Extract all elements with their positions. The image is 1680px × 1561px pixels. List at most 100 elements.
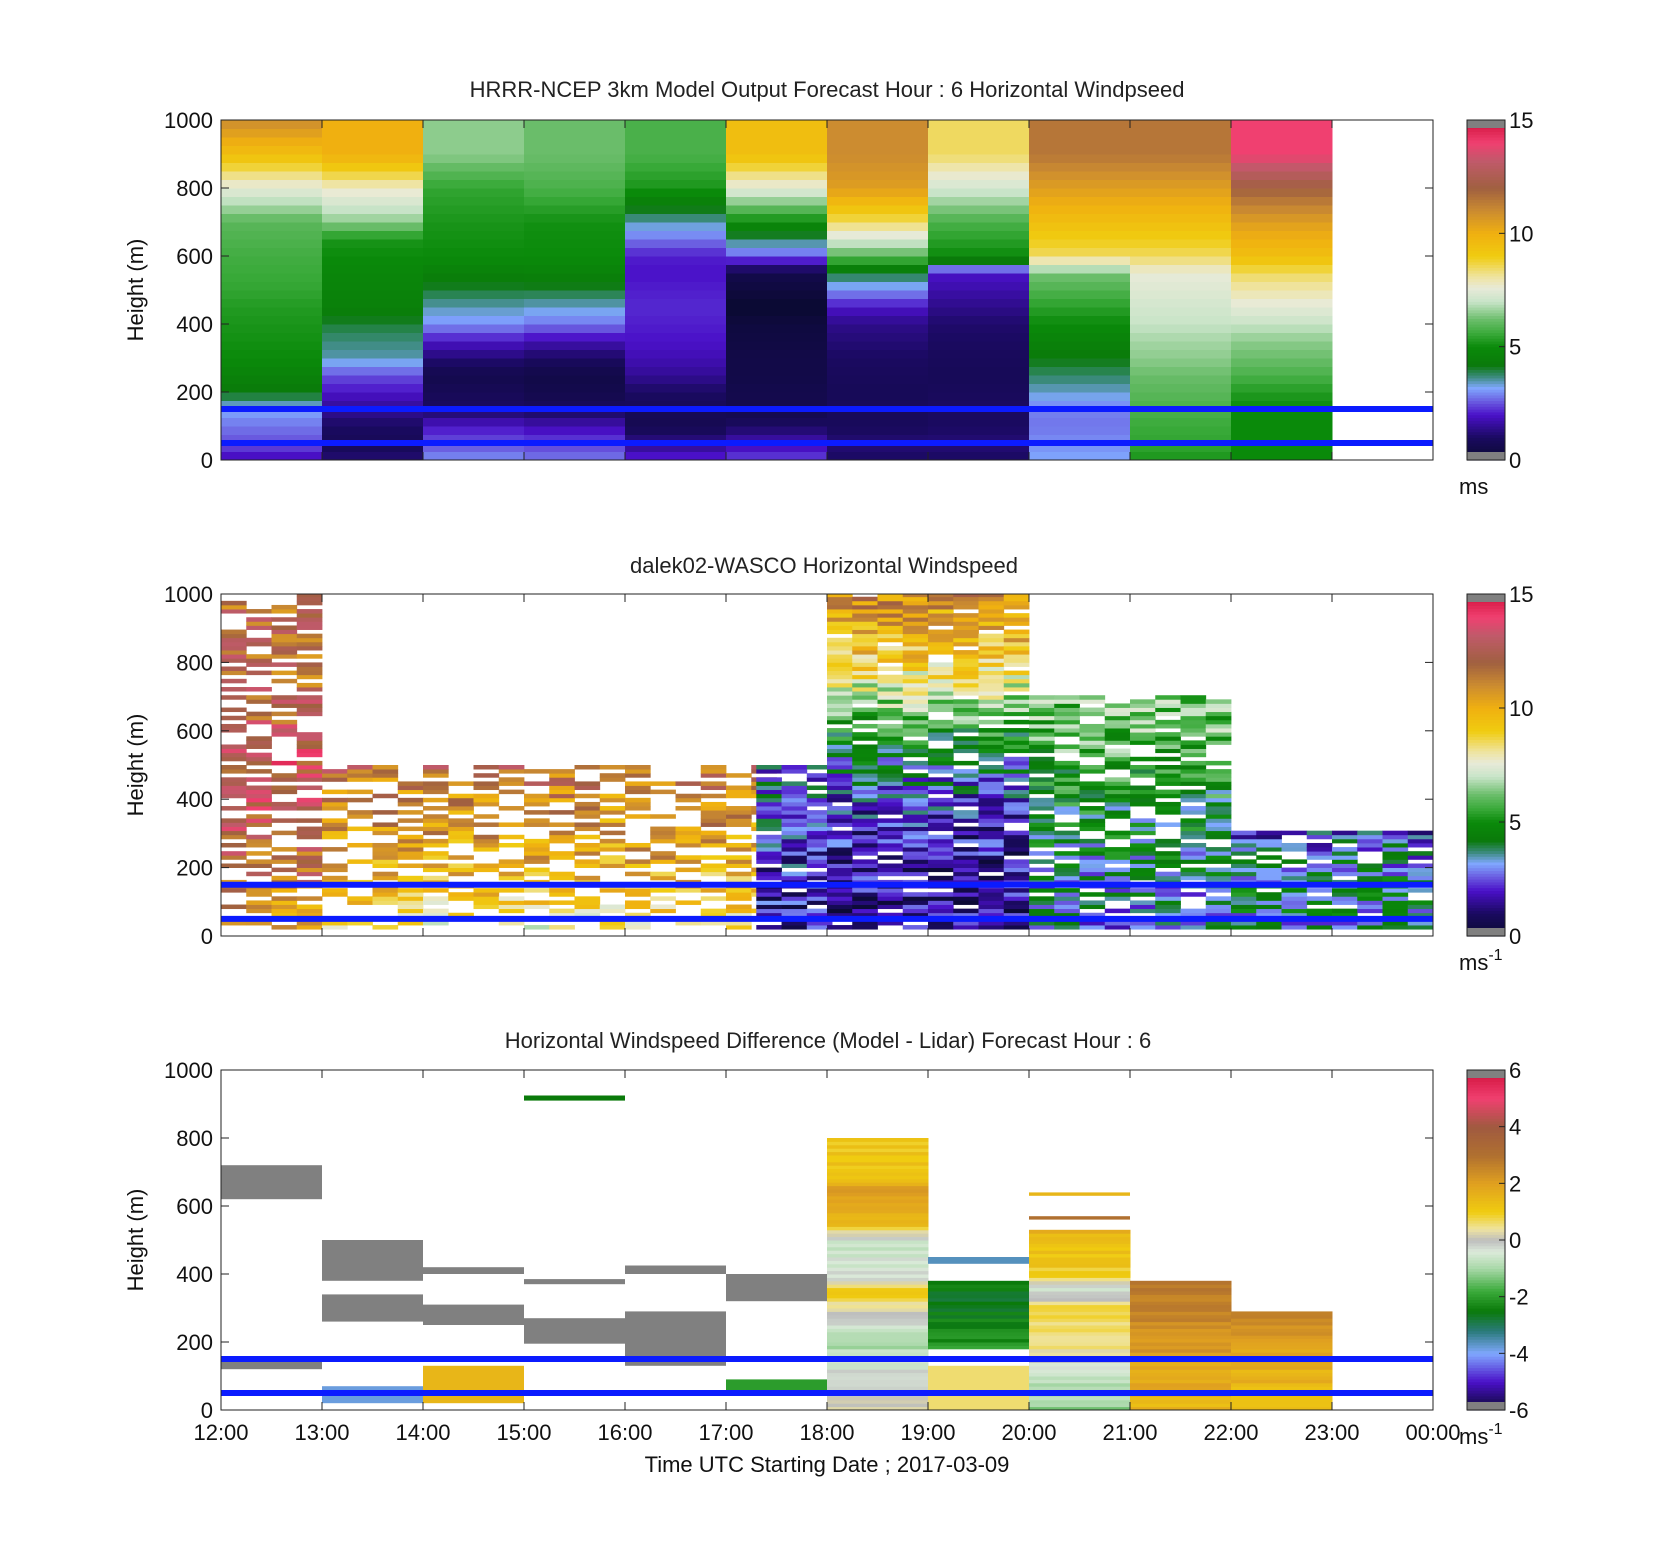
colorbar-swatch	[1467, 270, 1505, 274]
lidar-cell	[806, 855, 833, 860]
lidar-cell	[1205, 760, 1232, 766]
lidar-cell	[246, 777, 272, 782]
model-cell	[1231, 188, 1333, 197]
colorbar-swatch	[1467, 830, 1505, 834]
model-cell	[221, 247, 323, 257]
difference-cell	[1130, 1297, 1232, 1302]
lidar-cell	[852, 900, 878, 905]
difference-cell	[827, 1352, 929, 1357]
y-tick-label: 600	[176, 244, 213, 269]
difference-cell	[1029, 1260, 1131, 1265]
colorbar-swatch	[1467, 682, 1505, 686]
lidar-cell	[756, 842, 782, 848]
lidar-cell	[1079, 707, 1106, 713]
lidar-cell	[781, 801, 808, 807]
lidar-cell	[599, 863, 626, 868]
lidar-cell	[246, 814, 272, 819]
model-cell	[1231, 298, 1333, 308]
lidar-cell	[827, 621, 853, 626]
lidar-cell	[756, 814, 782, 819]
lidar-cell	[625, 806, 651, 811]
lidar-cell	[1003, 900, 1030, 905]
lidar-cell	[953, 613, 979, 618]
lidar-cell	[852, 925, 878, 930]
lidar-cell	[978, 695, 1005, 700]
lidar-cell	[423, 789, 449, 795]
colorbar-swatch	[1467, 725, 1505, 729]
difference-cell	[827, 1270, 929, 1275]
model-cell	[625, 230, 727, 240]
colorbar-swatch	[1467, 753, 1505, 758]
model-cell	[625, 307, 727, 316]
difference-cell	[1130, 1372, 1232, 1377]
lidar-cell	[549, 781, 575, 786]
lidar-cell	[221, 781, 247, 786]
model-cell	[625, 196, 727, 206]
difference-cell	[1130, 1362, 1232, 1367]
colorbar-swatch	[1467, 343, 1505, 348]
lidar-cell	[1003, 892, 1030, 897]
model-cell	[1029, 247, 1131, 257]
difference-cell	[1130, 1382, 1232, 1387]
lidar-cell	[978, 732, 1005, 737]
lidar-cell	[953, 834, 979, 840]
colorbar-swatch	[1467, 1336, 1505, 1340]
lidar-cell	[902, 687, 929, 692]
lidar-cell	[1130, 707, 1156, 713]
model-cell	[221, 315, 323, 325]
colorbar-swatch	[1467, 1095, 1505, 1099]
colorbar-swatch	[1467, 1259, 1505, 1264]
lidar-cell	[1180, 834, 1207, 840]
model-cell	[625, 239, 727, 248]
colorbar-swatch	[1467, 1293, 1505, 1298]
lidar-cell	[902, 892, 929, 897]
colorbar-swatch	[1467, 154, 1505, 158]
lidar-cell	[827, 748, 853, 754]
lidar-cell	[827, 793, 853, 799]
lidar-cell	[1130, 859, 1156, 864]
model-cell	[322, 298, 424, 308]
difference-cell	[1029, 1369, 1131, 1374]
lidar-cell	[953, 629, 979, 635]
lidar-cell	[827, 658, 853, 663]
lidar-cell	[928, 678, 954, 684]
lidar-cell	[1104, 851, 1131, 856]
lidar-cell	[1382, 842, 1409, 848]
lidar-cell	[852, 658, 878, 663]
colorbar-swatch	[1467, 1395, 1505, 1400]
lidar-cell	[397, 851, 424, 856]
difference-cell	[827, 1141, 929, 1146]
lidar-cell	[473, 765, 500, 770]
model-cell	[322, 145, 424, 155]
colorbar-swatch	[1467, 685, 1505, 689]
lidar-cell	[549, 925, 575, 930]
lidar-cell	[1155, 719, 1181, 725]
lidar-cell	[1130, 855, 1156, 860]
colorbar-over-cap	[1467, 1070, 1505, 1078]
model-cell	[827, 392, 929, 401]
y-tick-label: 400	[176, 312, 213, 337]
lidar-cell	[1357, 904, 1383, 910]
lidar-cell	[877, 769, 904, 774]
lidar-cell	[877, 711, 904, 717]
lidar-cell	[271, 925, 298, 930]
lidar-cell	[928, 822, 954, 827]
model-cell	[928, 383, 1030, 393]
lidar-cell	[1003, 871, 1030, 877]
lidar-cell	[1332, 830, 1358, 836]
lidar-cell	[347, 920, 373, 926]
lidar-cell	[877, 904, 904, 910]
model-cell	[928, 120, 1030, 129]
colorbar-swatch	[1467, 1291, 1505, 1295]
colorbar-swatch	[1467, 722, 1505, 726]
lidar-cell	[397, 875, 424, 881]
lidar-cell	[271, 760, 298, 766]
model-cell	[928, 349, 1030, 359]
lidar-cell	[902, 654, 929, 659]
lidar-cell	[852, 826, 878, 832]
lidar-cell	[1130, 723, 1156, 729]
lidar-cell	[953, 769, 979, 774]
model-cell	[1130, 341, 1232, 350]
difference-cell	[1029, 1372, 1131, 1377]
lidar-cell	[1205, 875, 1232, 881]
